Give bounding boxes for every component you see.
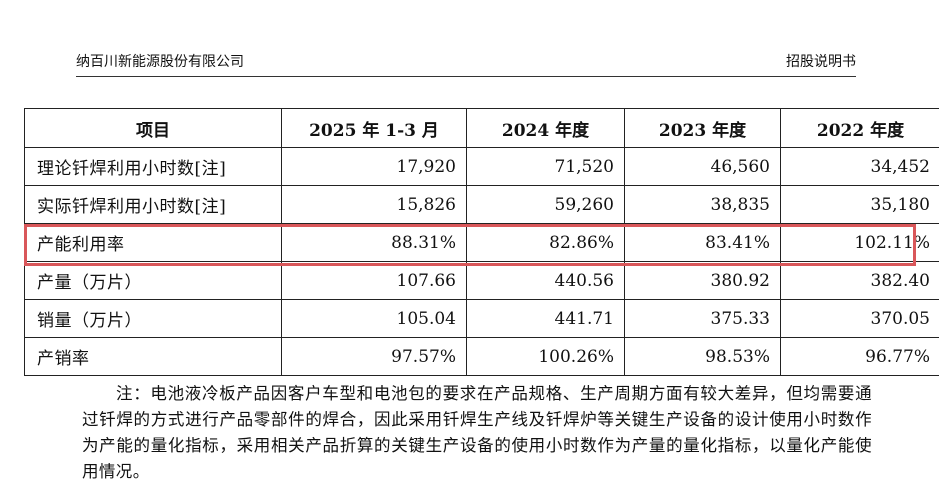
- table-row-highlighted: 产能利用率 88.31% 82.86% 83.41% 102.11%: [24, 223, 939, 262]
- table-cell: 440.56: [466, 261, 625, 300]
- table-row: 产销率 97.57% 100.26% 98.53% 96.77%: [24, 337, 939, 376]
- table-row: 理论钎焊利用小时数[注] 17,920 71,520 46,560 34,452: [24, 147, 939, 186]
- table-cell: 107.66: [281, 261, 467, 300]
- table-cell: 82.86%: [466, 223, 625, 262]
- table-cell: 441.71: [466, 299, 625, 338]
- company-name: 纳百川新能源股份有限公司: [76, 54, 244, 70]
- capacity-table: 项目 2025 年 1-3 月 2024 年度 2023 年度 2022 年度 …: [24, 108, 939, 376]
- table-cell: 46,560: [624, 147, 781, 186]
- table-cell: 96.77%: [780, 337, 939, 376]
- table-cell: 98.53%: [624, 337, 781, 376]
- row-label: 销量（万片）: [24, 299, 282, 338]
- column-header-2022: 2022 年度: [780, 108, 939, 148]
- column-header-2025q1: 2025 年 1-3 月: [281, 108, 467, 148]
- row-label: 产销率: [24, 337, 282, 376]
- row-label: 产能利用率: [24, 223, 282, 262]
- row-label: 产量（万片）: [24, 261, 282, 300]
- row-label: 理论钎焊利用小时数[注]: [24, 147, 282, 186]
- table-cell: 15,826: [281, 185, 467, 224]
- row-label: 实际钎焊利用小时数[注]: [24, 185, 282, 224]
- column-header-2024: 2024 年度: [466, 108, 625, 148]
- column-header-2023: 2023 年度: [624, 108, 781, 148]
- table-cell: 71,520: [466, 147, 625, 186]
- table-cell: 105.04: [281, 299, 467, 338]
- document-type: 招股说明书: [786, 54, 856, 70]
- document-header: 纳百川新能源股份有限公司 招股说明书: [76, 50, 856, 77]
- table-row: 产量（万片） 107.66 440.56 380.92 382.40: [24, 261, 939, 300]
- table-cell: 83.41%: [624, 223, 781, 262]
- table-cell: 97.57%: [281, 337, 467, 376]
- table-cell: 17,920: [281, 147, 467, 186]
- table-cell: 34,452: [780, 147, 939, 186]
- table-header-row: 项目 2025 年 1-3 月 2024 年度 2023 年度 2022 年度: [24, 108, 939, 148]
- table-cell: 100.26%: [466, 337, 625, 376]
- table-row: 实际钎焊利用小时数[注] 15,826 59,260 38,835 35,180: [24, 185, 939, 224]
- table-row: 销量（万片） 105.04 441.71 375.33 370.05: [24, 299, 939, 338]
- table-cell: 380.92: [624, 261, 781, 300]
- table-cell: 382.40: [780, 261, 939, 300]
- table-cell: 35,180: [780, 185, 939, 224]
- table-cell: 375.33: [624, 299, 781, 338]
- table-cell: 88.31%: [281, 223, 467, 262]
- table-cell: 370.05: [780, 299, 939, 338]
- table-cell: 59,260: [466, 185, 625, 224]
- footnote: 注：电池液冷板产品因客户车型和电池包的要求在产品规格、生产周期方面有较大差异，但…: [82, 384, 872, 481]
- table-cell: 38,835: [624, 185, 781, 224]
- column-header-item: 项目: [24, 108, 282, 148]
- table-cell: 102.11%: [780, 223, 939, 262]
